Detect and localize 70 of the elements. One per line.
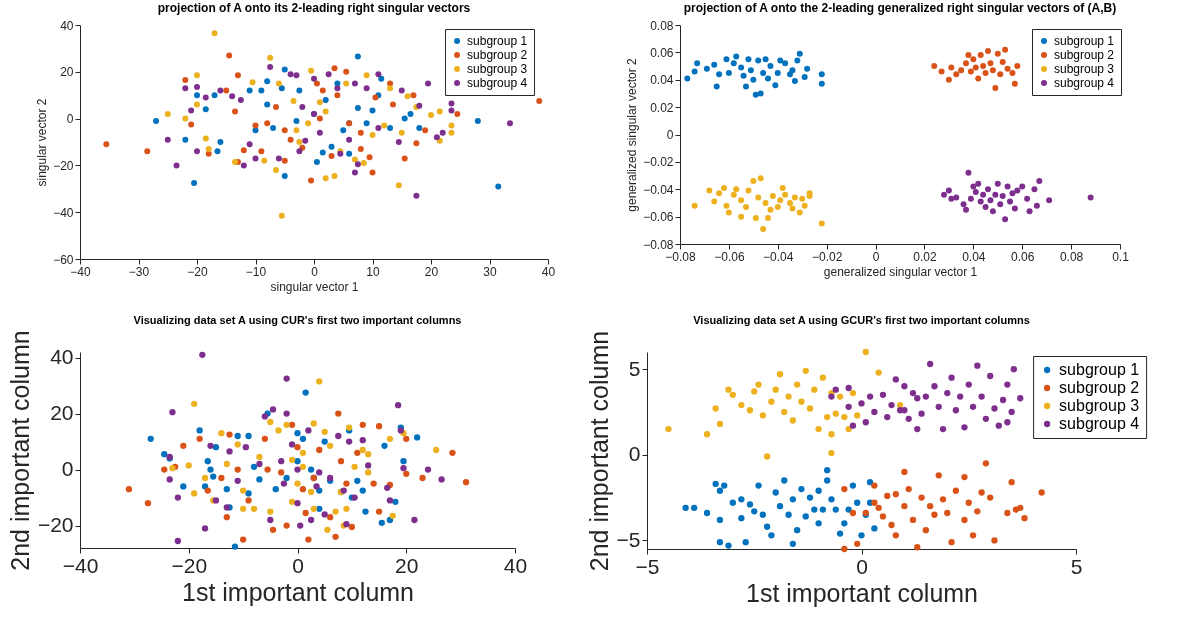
x-tick-label: 0	[311, 264, 319, 279]
x-tick-label: 0.04	[962, 249, 986, 264]
y-tick-label: −0.06	[643, 210, 674, 225]
y-axis-title: 2nd important column	[584, 330, 613, 572]
x-tick-label: 0	[872, 249, 880, 264]
legend-label: subgroup 3	[1054, 62, 1115, 76]
y-tick-label: 0.02	[650, 100, 674, 115]
x-tick-label: −20	[187, 264, 208, 279]
x-tick-label: 30	[483, 264, 497, 279]
x-tick-label: −20	[171, 553, 208, 577]
y-tick-label: −0.08	[643, 237, 674, 252]
chart-title: projection of A onto its 2-leading right singular vectors	[157, 1, 471, 15]
x-tick-label: 40	[541, 264, 556, 279]
chart-title: projection of A onto the 2-leading generalized right singular vectors of (A,B)	[683, 1, 1117, 15]
y-tick-label: 20	[60, 65, 74, 80]
y-tick-label: 40	[60, 18, 74, 33]
legend-label: subgroup 1	[467, 34, 528, 48]
x-tick-label: −10	[245, 264, 267, 279]
x-tick-label: −0.02	[811, 249, 843, 264]
x-tick-label: 20	[395, 553, 419, 577]
y-tick-label: 0	[628, 442, 641, 466]
y-tick-label: −20	[37, 513, 74, 537]
x-axis-title: 1st important column	[181, 577, 415, 606]
y-axis-title: generalized singular vector 2	[625, 57, 640, 212]
x-tick-label: 20	[424, 264, 439, 279]
legend-label: subgroup 4	[467, 76, 528, 90]
x-axis-title: singular vector 1	[270, 279, 359, 294]
x-tick-label: 5	[1070, 554, 1083, 578]
x-axis-title: generalized singular vector 1	[823, 264, 978, 279]
legend-label: subgroup 1	[1059, 361, 1140, 378]
y-tick-label: −0.02	[643, 155, 674, 170]
legend-label: subgroup 1	[1054, 34, 1115, 48]
x-tick-label: 40	[503, 553, 528, 577]
legend-label: subgroup 3	[467, 62, 528, 76]
y-tick-label: −60	[53, 252, 74, 267]
y-tick-label: −20	[53, 158, 74, 173]
y-tick-label: 0	[666, 128, 674, 142]
y-tick-label: 0.04	[650, 73, 674, 88]
legend-label: subgroup 3	[1059, 397, 1140, 414]
y-tick-label: 0	[66, 112, 74, 127]
legend-label: subgroup 2	[467, 48, 528, 62]
x-tick-label: −0.08	[665, 249, 696, 264]
x-tick-label: −30	[128, 264, 150, 279]
y-tick-label: 5	[628, 356, 641, 380]
chart-title: Visualizing data set A using GCUR's first two important columns	[693, 314, 1030, 327]
x-tick-label: 10	[366, 264, 380, 279]
y-tick-label: −40	[53, 205, 74, 220]
x-tick-label: −0.06	[714, 249, 745, 264]
legend-label: subgroup 2	[1054, 48, 1115, 62]
y-tick-label: −5	[616, 527, 641, 551]
y-tick-label: 0	[61, 457, 74, 481]
y-tick-label: 0.06	[650, 45, 674, 60]
y-axis-title: singular vector 2	[35, 98, 50, 187]
y-tick-label: 0.08	[650, 18, 674, 33]
y-tick-label: 40	[50, 345, 74, 369]
x-tick-label: 0.02	[913, 249, 937, 264]
legend-label: subgroup 4	[1059, 415, 1140, 432]
x-tick-label: 0.08	[1059, 249, 1084, 264]
x-tick-label: −0.04	[763, 249, 794, 264]
x-tick-label: 0	[856, 554, 868, 578]
y-tick-label: 20	[50, 401, 74, 425]
x-tick-label: 0.06	[1011, 249, 1035, 264]
x-tick-label: 0	[292, 553, 304, 577]
y-axis-title: 2nd important column	[5, 330, 34, 571]
legend-label: subgroup 4	[1054, 76, 1115, 90]
chart-title: Visualizing data set A using CUR's first two important columns	[133, 313, 462, 326]
legend-label: subgroup 2	[1059, 379, 1140, 396]
y-tick-label: −0.04	[643, 182, 674, 197]
x-axis-title: 1st important column	[745, 578, 979, 607]
x-tick-label: 0.1	[1112, 249, 1130, 264]
